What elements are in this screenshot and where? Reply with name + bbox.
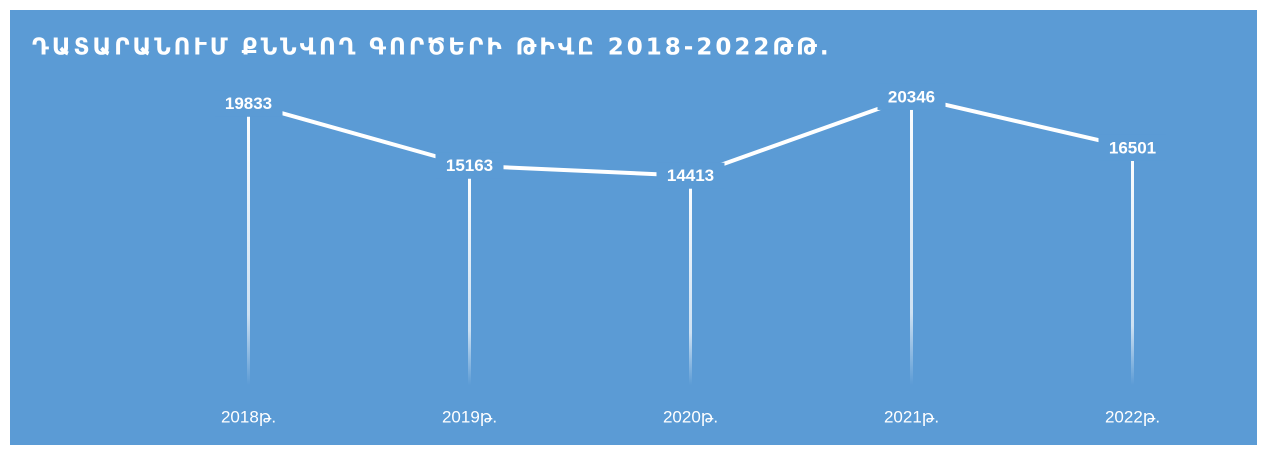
drop-line bbox=[468, 165, 471, 385]
drop-line bbox=[910, 96, 913, 385]
label-background bbox=[656, 162, 725, 189]
data-label: 19833 bbox=[225, 94, 272, 113]
data-label: 20346 bbox=[888, 87, 935, 106]
x-tick-label: 2021թ. bbox=[884, 407, 939, 426]
data-label: 15163 bbox=[446, 156, 493, 175]
drop-line bbox=[1131, 147, 1134, 385]
x-tick-label: 2020թ. bbox=[663, 407, 718, 426]
label-background bbox=[877, 83, 946, 110]
plot-background bbox=[10, 10, 1257, 445]
chart-title: ԴԱՏԱՐԱՆՈՒՄ ՔՆՆՎՈՂ ԳՈՐԾԵՐԻ ԹԻՎԸ 2018-2022… bbox=[32, 35, 832, 61]
x-tick-label: 2022թ. bbox=[1105, 407, 1160, 426]
data-label: 14413 bbox=[667, 166, 714, 185]
data-label: 16501 bbox=[1109, 138, 1156, 157]
x-tick-label: 2019թ. bbox=[442, 407, 497, 426]
label-background bbox=[435, 152, 504, 179]
label-background bbox=[214, 90, 283, 117]
label-background bbox=[1098, 134, 1167, 161]
drop-line bbox=[689, 175, 692, 385]
drop-line bbox=[247, 103, 250, 386]
x-tick-label: 2018թ. bbox=[221, 407, 276, 426]
